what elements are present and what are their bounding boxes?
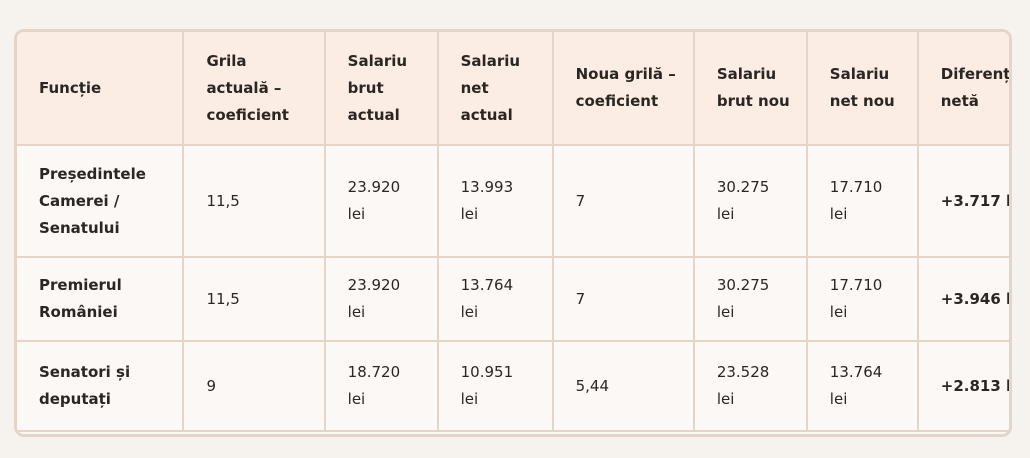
table-cell: 7 (551, 256, 695, 342)
cell-text: 7 (575, 289, 586, 308)
table-cell: 7 (551, 144, 695, 258)
cell-text: 23.920 lei (347, 276, 401, 321)
cell-text: 13.764 lei (460, 276, 514, 321)
header-row: Funcție Grila actuală – coeficient Salariu… (17, 32, 1009, 146)
table-row: Președintele Camerei / Senatului 11,5 23.9… (17, 144, 1012, 258)
table-cell: +2.813 lei (916, 340, 1012, 432)
cell-text: +3.946 lei (940, 289, 1012, 308)
header-cell: Salariu brut nou (692, 32, 808, 146)
cell-text: 13.764 lei (829, 363, 883, 408)
cell-text: 9 (206, 376, 216, 395)
cell-text: +2.813 lei (940, 376, 1012, 395)
cell-text: +3.717 lei (940, 191, 1012, 210)
table-cell: 13.764 lei (436, 256, 554, 342)
table-cell: Președintele Camerei / Senatului (17, 144, 185, 258)
cell-text: 17.710 lei (829, 276, 883, 321)
table-cell: Premierul României (17, 256, 185, 342)
table-cell: +3.717 lei (916, 144, 1012, 258)
cell-text: 11,5 (206, 289, 240, 308)
table-cell: 11,5 (182, 144, 326, 258)
cell-text: Președintele Camerei / Senatului (39, 164, 146, 237)
table-cell: 18.720 lei (323, 340, 439, 432)
header-cell: Salariu brut actual (323, 32, 439, 146)
table-cell: Senatori și deputați (17, 340, 185, 432)
cell-text: 10.951 lei (460, 363, 514, 408)
table-cell: 23.528 lei (692, 340, 808, 432)
header-cell: Grila actuală – coeficient (182, 32, 326, 146)
cell-text: 23.528 lei (716, 363, 770, 408)
table-cell: 30.275 lei (692, 256, 808, 342)
header-cell: Diferență netă (916, 32, 1009, 146)
table-cell: 13.764 lei (805, 340, 919, 432)
header-cell: Noua grilă – coeficient (551, 32, 695, 146)
table-row: Senatori și deputați 9 18.720 lei 10.951 le… (17, 340, 1012, 432)
table-cell: 23.920 lei (323, 256, 439, 342)
cell-text: 30.275 lei (716, 178, 770, 223)
header-cell: Funcție (17, 32, 185, 146)
cell-text: 17.710 lei (829, 178, 883, 223)
cell-text: 23.920 lei (347, 178, 401, 223)
table-cell: +3.946 lei (916, 256, 1012, 342)
cell-text: 30.275 lei (716, 276, 770, 321)
table-body: Funcție Grila actuală – coeficient Salariu… (17, 32, 1012, 432)
cell-text: 7 (575, 191, 586, 210)
table-cell: 23.920 lei (323, 144, 439, 258)
table-cell: 17.710 lei (805, 144, 919, 258)
cell-text: Premierul României (39, 276, 122, 321)
cell-text: 18.720 lei (347, 363, 401, 408)
table-cell: 10.951 lei (436, 340, 554, 432)
table-cell: 11,5 (182, 256, 326, 342)
cell-text: Senatori și deputați (39, 363, 131, 408)
salary-table: Funcție Grila actuală – coeficient Salariu… (17, 32, 1012, 432)
table-cell: 17.710 lei (805, 256, 919, 342)
table-card: Funcție Grila actuală – coeficient Salariu… (14, 29, 1012, 437)
table-cell: 9 (182, 340, 326, 432)
header-cell: Salariu net actual (436, 32, 554, 146)
cell-text: 13.993 lei (460, 178, 514, 223)
table-row: Premierul României 11,5 23.920 lei 13.764 l… (17, 256, 1012, 342)
cell-text: 11,5 (206, 191, 240, 210)
table-cell: 30.275 lei (692, 144, 808, 258)
table-cell: 5,44 (551, 340, 695, 432)
cell-text: 5,44 (575, 376, 610, 395)
header-cell: Salariu net nou (805, 32, 919, 146)
table-cell: 13.993 lei (436, 144, 554, 258)
